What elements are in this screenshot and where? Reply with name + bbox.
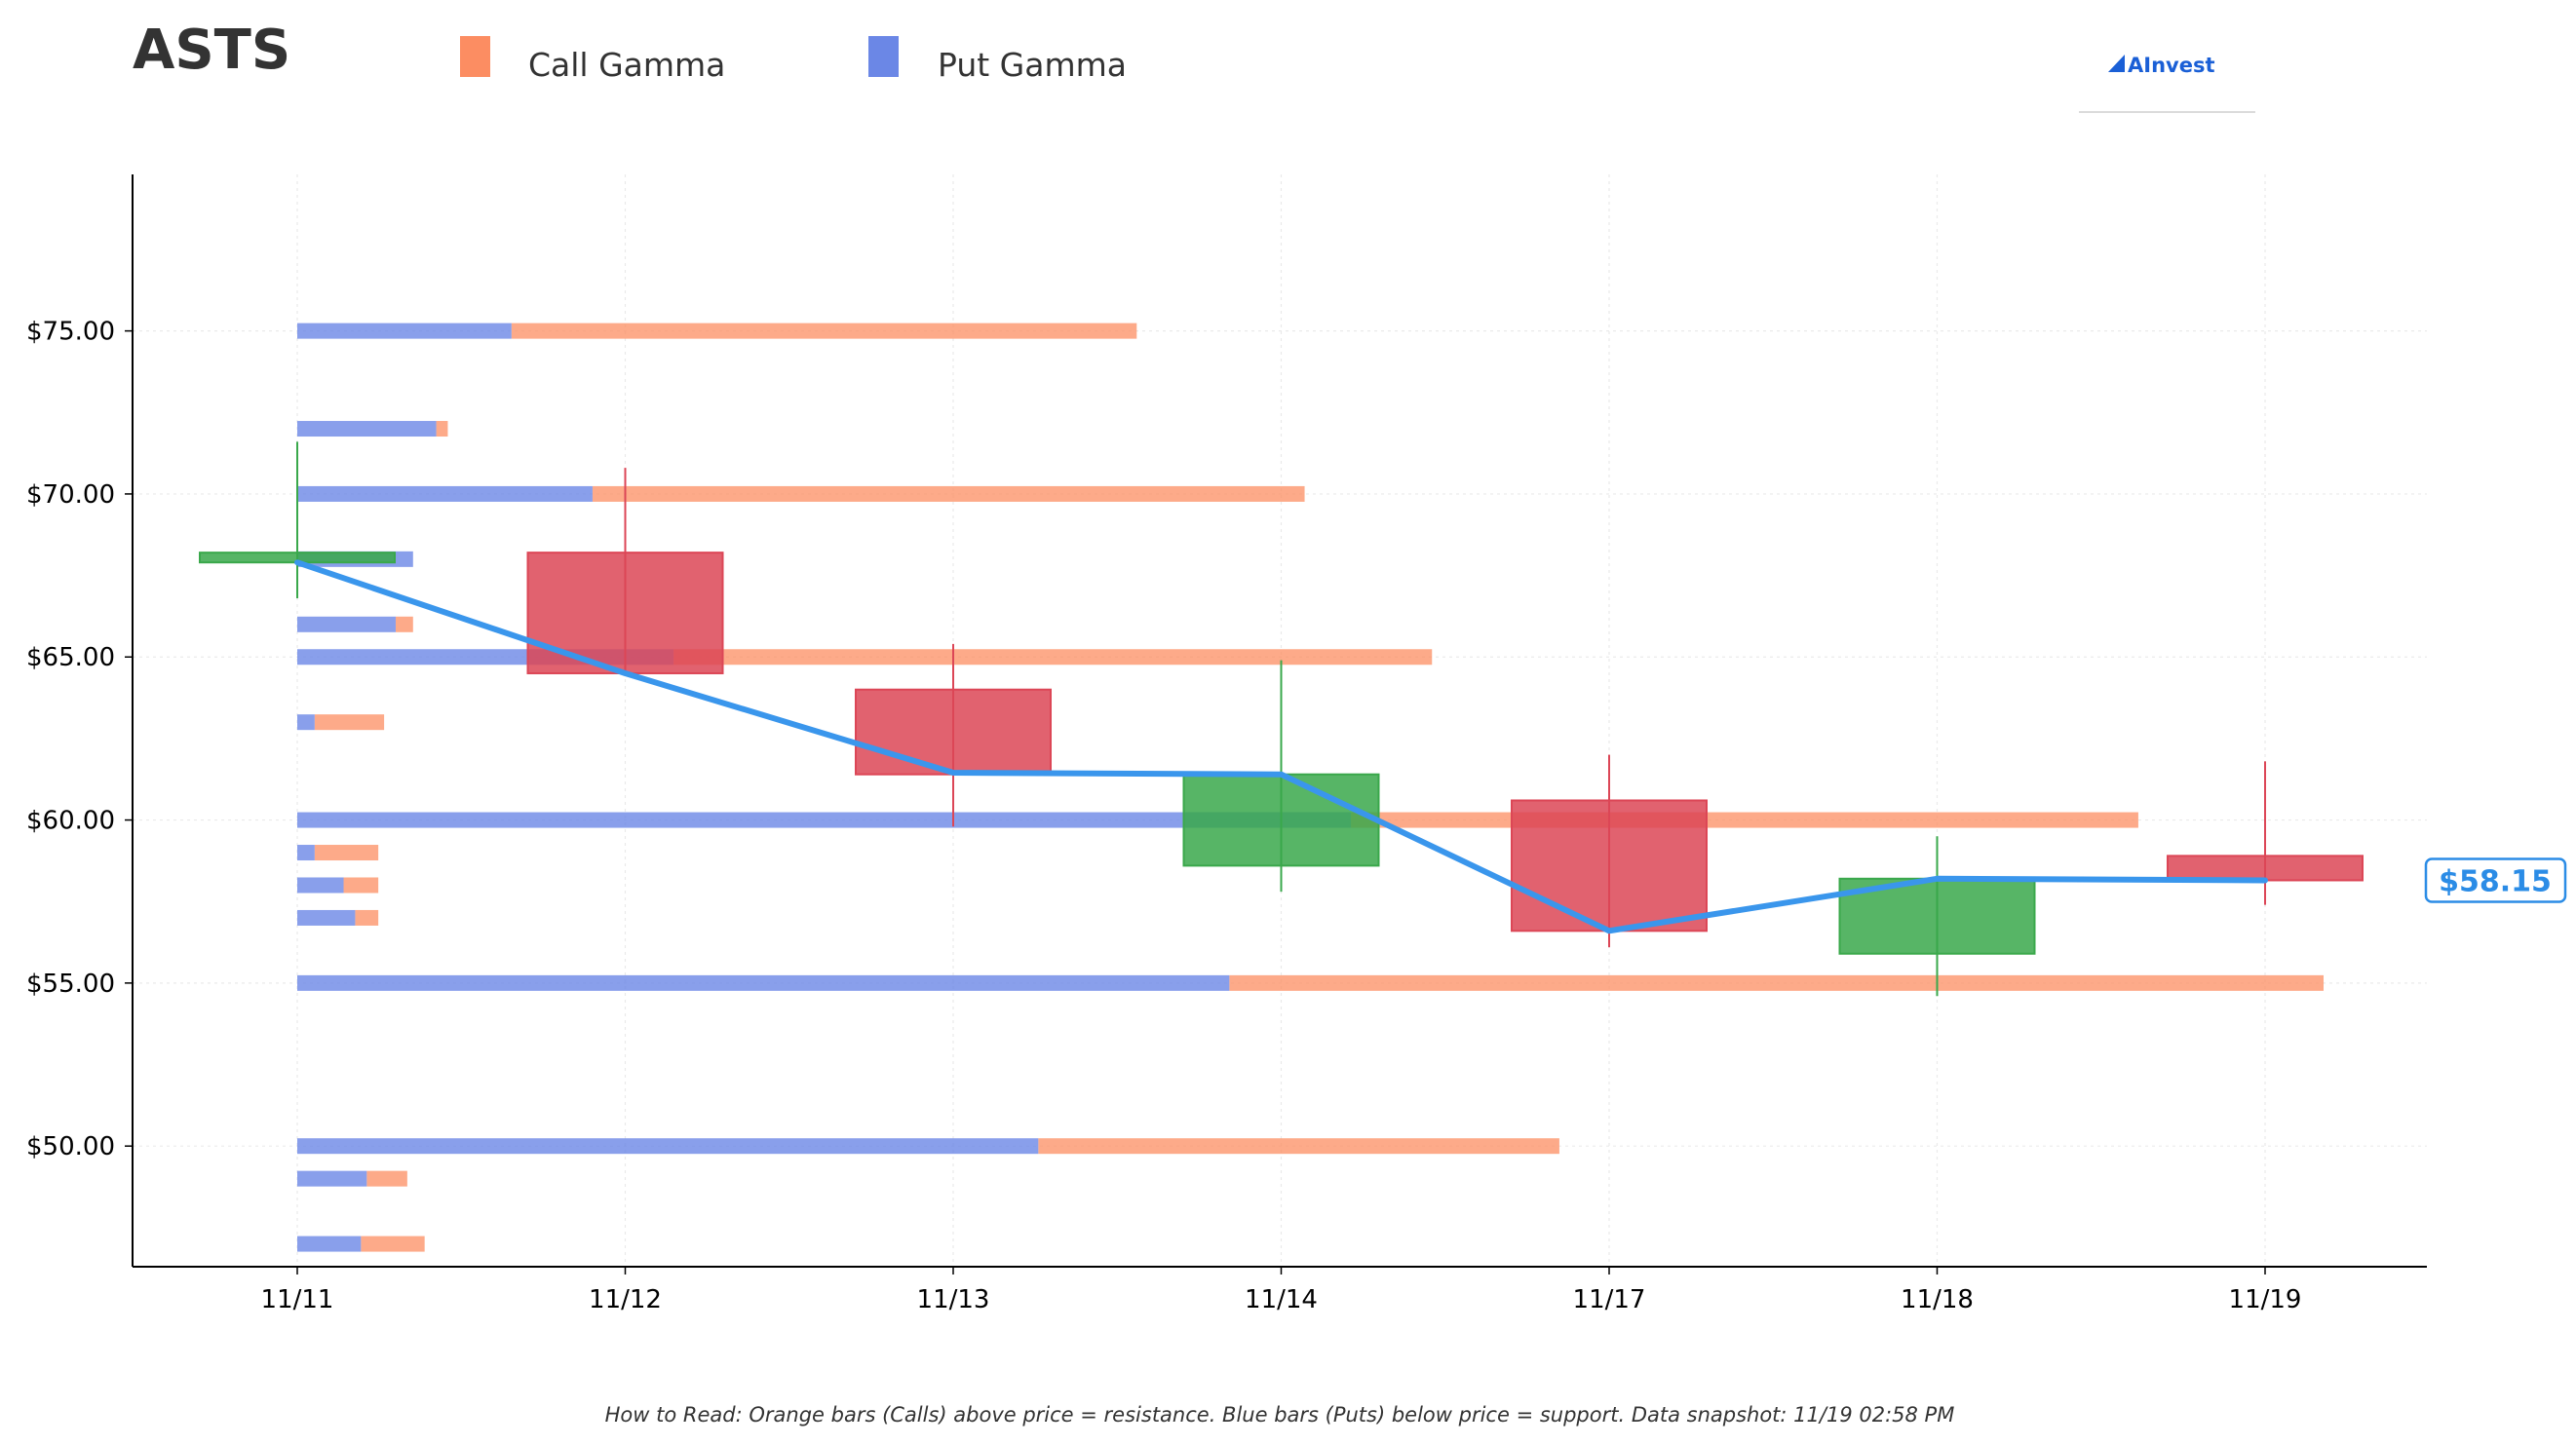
- current-price-label: $58.15: [2439, 864, 2552, 898]
- x-tick-label: 11/19: [2229, 1285, 2302, 1314]
- candle-body: [1182, 773, 1380, 867]
- y-tick-label: $50.00: [26, 1132, 115, 1161]
- put-gamma-bar: [297, 845, 315, 861]
- put-gamma-bar: [297, 485, 593, 502]
- put-gamma-bar: [297, 974, 1230, 991]
- call-gamma-bar: [511, 323, 1137, 339]
- put-gamma-bar: [297, 877, 344, 894]
- x-tick-label: 11/13: [917, 1285, 990, 1314]
- x-tick-label: 11/18: [1901, 1285, 1974, 1314]
- call-gamma-bar: [395, 616, 413, 632]
- y-tick-label: $60.00: [26, 807, 115, 836]
- candle-body: [2167, 855, 2364, 882]
- chart-title: ASTS: [133, 19, 290, 82]
- y-tick-label: $70.00: [26, 480, 115, 510]
- put-gamma-bar: [297, 616, 396, 632]
- x-tick-label: 11/17: [1573, 1285, 1646, 1314]
- candle-body: [526, 552, 724, 674]
- brand-logo-icon: [2108, 55, 2125, 72]
- call-gamma-bar: [1038, 1138, 1559, 1155]
- y-tick-label: $55.00: [26, 970, 115, 999]
- put-gamma-bar: [297, 1236, 362, 1252]
- call-gamma-bar: [314, 845, 379, 861]
- candle-body: [855, 688, 1052, 776]
- call-gamma-bar: [343, 877, 379, 894]
- x-tick-label: 11/12: [589, 1285, 662, 1314]
- x-tick-label: 11/14: [1245, 1285, 1318, 1314]
- call-gamma-bar: [592, 485, 1305, 502]
- call-gamma-bar: [673, 649, 1433, 666]
- legend-call-swatch: [460, 36, 490, 77]
- call-gamma-bar: [314, 714, 385, 731]
- call-gamma-bar: [355, 909, 379, 926]
- current-price-box: [2424, 857, 2567, 903]
- put-gamma-bar: [297, 714, 315, 731]
- price-line-layer: [294, 559, 2268, 934]
- legend-call-label: Call Gamma: [528, 46, 725, 84]
- legend-put-swatch: [868, 36, 899, 77]
- chart-footnote: How to Read: Orange bars (Calls) above p…: [605, 1403, 1955, 1427]
- put-gamma-bar: [297, 1138, 1039, 1155]
- y-tick-label: $65.00: [26, 643, 115, 672]
- call-gamma-bar: [1351, 812, 2138, 828]
- candle-body: [1511, 799, 1708, 932]
- brand-logo: AInvest: [2079, 54, 2255, 113]
- put-gamma-bar: [297, 909, 356, 926]
- current-price-badge: $58.15: [2424, 857, 2567, 903]
- price-line: [294, 559, 2268, 934]
- put-gamma-bar: [297, 812, 1352, 828]
- brand-logo-text: AInvest: [2128, 54, 2215, 77]
- legend-put-label: Put Gamma: [938, 46, 1127, 84]
- put-gamma-bar: [297, 421, 437, 438]
- x-tick-label: 11/11: [261, 1285, 334, 1314]
- y-tick-label: $75.00: [26, 318, 115, 347]
- call-gamma-bar: [1229, 974, 2324, 991]
- call-gamma-bar: [436, 421, 448, 438]
- x-axis-ticks: 11/11 11/12 11/13 11/14 11/17 11/18 11/19: [261, 1267, 2302, 1314]
- call-gamma-bar: [361, 1236, 425, 1252]
- call-gamma-bar: [366, 1170, 407, 1187]
- put-gamma-bar: [297, 1170, 367, 1187]
- put-gamma-bar: [297, 323, 512, 339]
- y-axis-ticks: $50.00 $55.00 $60.00 $65.00 $70.00 $75.00: [26, 318, 133, 1161]
